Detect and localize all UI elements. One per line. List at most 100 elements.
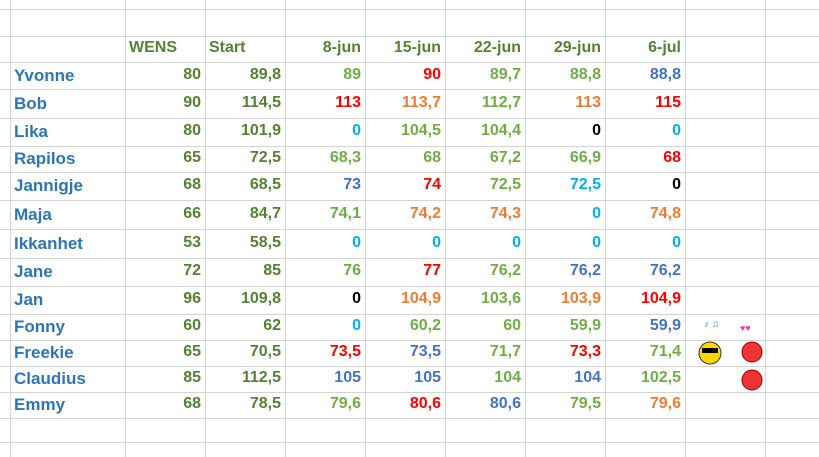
cell: 74,8 xyxy=(649,204,681,222)
cell: 68 xyxy=(423,149,441,166)
cell: 66,9 xyxy=(569,149,601,166)
cell: 113 xyxy=(335,93,361,111)
grid-line xyxy=(0,146,819,147)
cell: 60,2 xyxy=(409,317,441,334)
grid-line xyxy=(205,0,206,457)
cell: 74 xyxy=(423,176,441,193)
cell: 104 xyxy=(574,369,601,386)
cell: Jan xyxy=(14,290,44,309)
cell: 29-jun xyxy=(553,39,601,56)
cell: 0 xyxy=(672,233,681,251)
grid-line xyxy=(0,9,819,10)
cell: 90 xyxy=(183,93,201,111)
cell: 76 xyxy=(343,262,361,279)
grid-line xyxy=(0,229,819,230)
cell: 60 xyxy=(183,317,201,334)
cell: 71,4 xyxy=(649,343,681,360)
cell: 103,6 xyxy=(480,290,521,307)
cell: 67,2 xyxy=(489,149,521,166)
cell: Lika xyxy=(14,122,49,141)
cell: 112,7 xyxy=(481,93,521,111)
cell: 102,5 xyxy=(640,369,681,386)
cell: WENS xyxy=(129,39,177,56)
cell: 68 xyxy=(183,395,201,412)
cell: Ikkanhet xyxy=(14,233,83,253)
cell: 80 xyxy=(183,122,201,139)
cell: 22-jun xyxy=(473,39,521,56)
cell: 79,6 xyxy=(329,395,361,412)
cell: 74,2 xyxy=(409,204,441,222)
cell: 58,5 xyxy=(249,233,281,251)
cell: 113 xyxy=(575,93,601,111)
cell: 76,2 xyxy=(489,262,521,279)
cell: 72,5 xyxy=(569,176,601,193)
cell: 114,5 xyxy=(241,93,281,111)
cell: 0 xyxy=(512,233,521,251)
cell: 0 xyxy=(672,176,681,193)
cell: 104,9 xyxy=(400,290,441,307)
cell: Bob xyxy=(14,93,48,113)
cell: 0 xyxy=(352,317,361,334)
cell: 104 xyxy=(494,369,521,386)
grid-line xyxy=(0,286,819,287)
cell: 80,6 xyxy=(489,395,521,412)
cell: 79,6 xyxy=(649,395,681,412)
grid-line xyxy=(0,172,819,173)
cell: 0 xyxy=(592,122,601,139)
cell: Yvonne xyxy=(14,65,75,85)
grid-line xyxy=(0,418,819,419)
cell: Rapilos xyxy=(14,149,76,168)
grid-line xyxy=(0,62,819,63)
cell: 104,4 xyxy=(480,122,521,139)
grid-line xyxy=(0,200,819,201)
svg-text:♥♥: ♥♥ xyxy=(740,323,751,333)
cell: 65 xyxy=(183,343,201,360)
cell: 80 xyxy=(183,65,201,83)
cell: 88,8 xyxy=(649,65,681,83)
grid-line xyxy=(765,0,766,457)
cell: 0 xyxy=(672,122,681,139)
cell: 53 xyxy=(183,233,201,251)
cell: 68 xyxy=(663,149,681,166)
cell: 65 xyxy=(183,149,201,166)
cell: 0 xyxy=(432,233,441,251)
cell: 68,3 xyxy=(329,149,361,166)
grid-line xyxy=(0,258,819,259)
cell: 74,1 xyxy=(329,204,361,222)
grid-line xyxy=(0,392,819,393)
cell: 0 xyxy=(352,290,361,307)
cell: 73,5 xyxy=(409,343,441,360)
cell: 0 xyxy=(352,233,361,251)
grid-line xyxy=(685,0,686,457)
cell: 62 xyxy=(263,317,281,334)
grid-line xyxy=(0,366,819,367)
grid-line xyxy=(525,0,526,457)
cell: 59,9 xyxy=(649,317,681,334)
grid-line xyxy=(365,0,366,457)
cell: 112,5 xyxy=(241,369,281,386)
cell: 85 xyxy=(263,262,281,279)
cell: Fonny xyxy=(14,317,65,336)
cell: 74,3 xyxy=(489,204,521,222)
cell: 76,2 xyxy=(569,262,601,279)
cell: 104,9 xyxy=(640,290,681,307)
cell: Maja xyxy=(14,204,52,224)
cell: 78,5 xyxy=(249,395,281,412)
cell: 68,5 xyxy=(249,176,281,193)
cell: 77 xyxy=(423,262,441,279)
grid-line xyxy=(0,36,819,37)
emoji-icons: ♪ ♫ ♥♥ xyxy=(698,319,763,391)
cell: 113,7 xyxy=(401,93,441,111)
cell: 84,7 xyxy=(249,204,281,222)
cell: 15-jun xyxy=(393,39,441,56)
cell: 85 xyxy=(183,369,201,386)
cell: 71,7 xyxy=(489,343,521,360)
cell: Start xyxy=(209,39,246,56)
cell: 79,5 xyxy=(569,395,601,412)
cell: 8-jun xyxy=(322,39,361,56)
cell: 88,8 xyxy=(569,65,601,83)
cell: 72 xyxy=(183,262,201,279)
grid-line xyxy=(0,118,819,119)
cell: 0 xyxy=(592,233,601,251)
cell: 73 xyxy=(343,176,361,193)
